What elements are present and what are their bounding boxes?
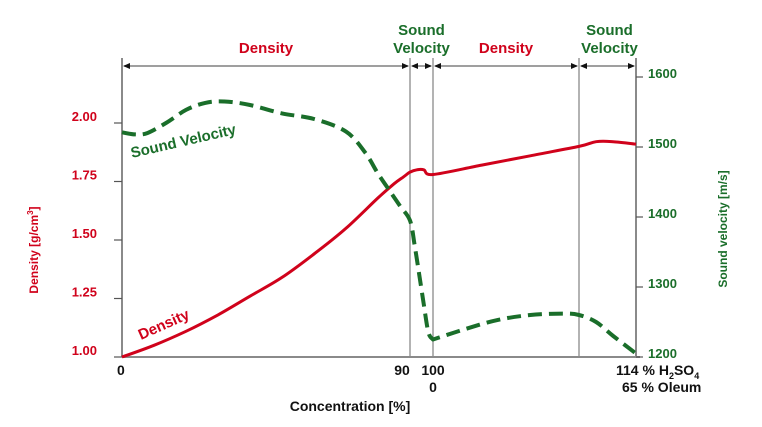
x-tick-label: 90 (394, 362, 410, 378)
region-label: Density (239, 40, 294, 57)
arrowhead-left-icon (411, 63, 418, 69)
x-tick-label: 100 (421, 362, 445, 378)
y-left-tick-label: 1.50 (72, 226, 97, 241)
series-line-sound-velocity (121, 99, 638, 356)
y-right-tick-label: 1300 (648, 276, 677, 291)
region-label: Velocity (581, 40, 638, 57)
y-right-tick-label: 1600 (648, 66, 677, 81)
series-group (121, 99, 638, 359)
arrowhead-right-icon (571, 63, 578, 69)
y-left-tick-label: 1.00 (72, 343, 97, 358)
region-label: Velocity (393, 40, 450, 57)
x-tick-label: 0 (117, 362, 125, 378)
series-line-density (121, 139, 637, 359)
region-label: Density (479, 40, 534, 57)
y-right-axis-title: Sound velocity [m/s] (716, 170, 730, 287)
inline-label-density: Density (136, 306, 193, 344)
x-tick-sublabel-end: 65 % Oleum (622, 379, 701, 395)
y-right-tick-label: 1200 (648, 346, 677, 361)
y-left-tick-label: 1.25 (72, 285, 97, 300)
y-right-tick-label: 1400 (648, 206, 677, 221)
arrowhead-right-icon (402, 63, 409, 69)
region-label: Sound (586, 22, 633, 39)
y-left-tick-label: 2.00 (72, 109, 97, 124)
y-right-tick-label: 1500 (648, 136, 677, 151)
inline-label-sound-velocity: Sound Velocity (129, 121, 238, 162)
arrowhead-right-icon (425, 63, 432, 69)
arrowhead-left-icon (580, 63, 587, 69)
y-left-tick-label: 1.75 (72, 168, 97, 183)
x-tick-label-end: 114 % H2SO4 (616, 362, 699, 381)
x-axis-title: Concentration [%] (290, 398, 411, 414)
x-tick-sublabel-100: 0 (429, 379, 437, 395)
arrowhead-right-icon (628, 63, 635, 69)
arrowhead-left-icon (123, 63, 130, 69)
region-label: Sound (398, 22, 445, 39)
axes-group: 1.00 1.25 1.50 1.75 2.00 1200 1300 1400 1500 1600… (72, 58, 677, 378)
y-left-axis-title: Density [g/cm3] (26, 206, 41, 293)
arrowhead-left-icon (434, 63, 441, 69)
